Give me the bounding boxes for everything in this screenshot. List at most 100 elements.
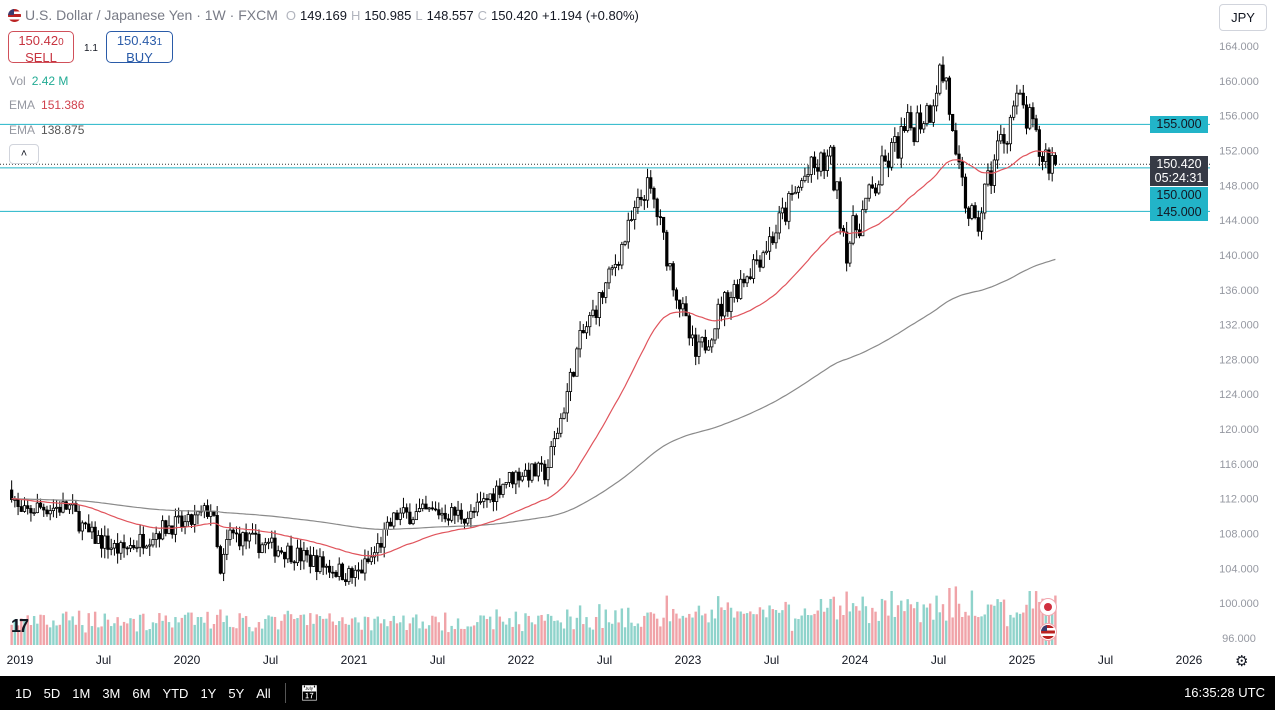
volume-bar — [633, 626, 636, 645]
price-tick-label: 156.000 — [1219, 111, 1259, 123]
timeframe-ytd[interactable]: YTD — [162, 685, 189, 701]
symbol-legend: U.S. Dollar / Japanese Yen · 1W · FXCM O… — [8, 7, 639, 23]
low-label: L — [415, 7, 423, 23]
timeframe-1d[interactable]: 1D — [15, 685, 32, 701]
price-chart[interactable]: 164.000 160.000 156.000 152.000 148.000 144.0… — [0, 0, 1275, 676]
volume-bar — [23, 621, 26, 645]
candle-body — [1037, 129, 1041, 157]
divider — [284, 683, 286, 703]
candle-body — [1040, 156, 1045, 162]
timeframe-6m[interactable]: 6M — [132, 685, 151, 701]
volume-bar — [463, 629, 466, 645]
timeframe-5y[interactable]: 5Y — [228, 685, 245, 701]
volume-bar — [665, 595, 669, 645]
candle-body — [1021, 92, 1025, 106]
volume-bar — [315, 614, 318, 645]
volume-bar — [813, 613, 816, 645]
volume-bar — [456, 618, 460, 645]
volume-bar — [235, 628, 238, 645]
timeframe-3m[interactable]: 3M — [102, 685, 121, 701]
candle-body — [536, 462, 540, 477]
candle-body — [684, 303, 688, 317]
candle-body — [719, 303, 724, 317]
timeframe-all[interactable]: All — [256, 685, 271, 701]
candle-body — [1018, 92, 1022, 95]
price-tick-label: 124.000 — [1219, 389, 1259, 401]
candle-body — [48, 510, 52, 515]
candle-body — [909, 112, 913, 129]
change-value: +1.194 (+0.80%) — [542, 7, 639, 23]
time-axis[interactable]: 2019 Jul 2020 Jul 2021 Jul 2022 Jul 2023 Jul 2024 J… — [7, 653, 1203, 667]
volume-bar — [771, 609, 774, 645]
volume-indicator[interactable]: Vol 2.42 M — [9, 74, 68, 88]
timeframe-1m[interactable]: 1M — [72, 685, 91, 701]
volume-bar — [922, 604, 925, 645]
ema-slow-indicator[interactable]: EMA 138.875 — [9, 123, 84, 137]
candle-body — [398, 512, 402, 520]
volume-bar — [842, 615, 845, 645]
candle-body — [787, 193, 791, 222]
ema-fast-indicator[interactable]: EMA 151.386 — [9, 98, 84, 112]
candle-body — [315, 555, 319, 573]
candle-body — [832, 146, 836, 191]
candle-body — [755, 259, 759, 262]
date-range-icon[interactable]: 📅︎ — [299, 685, 319, 702]
volume-bar — [42, 615, 45, 645]
volume-bar — [752, 614, 755, 645]
candle-body — [389, 521, 393, 527]
volume-bar — [472, 625, 476, 645]
sell-button[interactable]: 150.420 SELL — [8, 31, 74, 65]
candle-body — [803, 175, 807, 182]
volume-bar — [758, 607, 762, 645]
candle-body — [135, 546, 139, 549]
japan-flag-icon[interactable] — [1039, 598, 1057, 616]
candle-body — [880, 155, 884, 186]
candle-body — [344, 579, 348, 583]
collapse-legend-button[interactable]: ˄ — [9, 144, 39, 164]
volume-bar — [704, 613, 707, 645]
price-axis[interactable]: 164.000 160.000 156.000 152.000 148.000 144.0… — [1219, 41, 1259, 645]
volume-bar — [948, 587, 951, 645]
volume-bar — [1034, 591, 1038, 645]
volume-bar — [20, 618, 23, 645]
volume-bar — [180, 617, 184, 645]
candle-body — [761, 252, 765, 268]
buy-button[interactable]: 150.431 BUY — [106, 31, 173, 65]
candle-body — [189, 514, 194, 525]
volume-bar — [909, 604, 913, 645]
candle-body — [527, 469, 531, 481]
candle-body — [854, 215, 858, 231]
candle-body — [703, 336, 707, 351]
volume-bar — [373, 618, 376, 645]
candle-body — [1008, 116, 1013, 145]
clock[interactable]: 16:35:28 UTC — [1184, 685, 1265, 700]
candle-body — [61, 501, 65, 513]
volume-bar — [222, 622, 225, 645]
candle-body — [562, 412, 566, 419]
symbol-title[interactable]: U.S. Dollar / Japanese Yen · 1W · FXCM — [25, 7, 278, 23]
volume-bar — [190, 612, 193, 645]
candle-body — [825, 155, 829, 171]
candle-body — [1012, 105, 1016, 118]
volume-bar — [299, 614, 302, 645]
candle-body — [395, 512, 399, 520]
volume-bar — [549, 615, 553, 645]
timeframe-5d[interactable]: 5D — [43, 685, 61, 701]
candle-body — [475, 501, 479, 513]
timeframe-1y[interactable]: 1Y — [200, 685, 217, 701]
candle-body — [922, 123, 926, 130]
candle-body — [999, 134, 1003, 142]
volume-bar — [1006, 626, 1009, 645]
candle-body — [989, 170, 993, 186]
volume-bar — [928, 603, 932, 645]
candle-body — [565, 391, 569, 414]
candle-body — [552, 438, 557, 448]
tradingview-logo[interactable]: 17 — [11, 616, 29, 636]
open-value: 149.169 — [300, 7, 347, 23]
candle-body — [986, 170, 990, 185]
candle-body — [735, 284, 740, 299]
currency-button[interactable]: JPY — [1219, 4, 1267, 31]
settings-gear-icon[interactable]: ⚙ — [1235, 653, 1249, 670]
volume-bar — [649, 612, 652, 645]
us-flag-event-icon[interactable] — [1039, 623, 1057, 641]
